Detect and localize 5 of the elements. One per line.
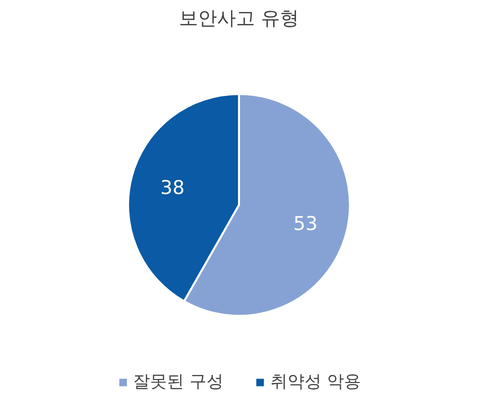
legend-label: 취약성 악용	[270, 371, 361, 393]
legend-label: 잘못된 구성	[133, 371, 224, 393]
data-label: 38	[160, 176, 185, 199]
data-label: 53	[293, 212, 318, 235]
chart-title: 보안사고 유형	[178, 8, 300, 30]
